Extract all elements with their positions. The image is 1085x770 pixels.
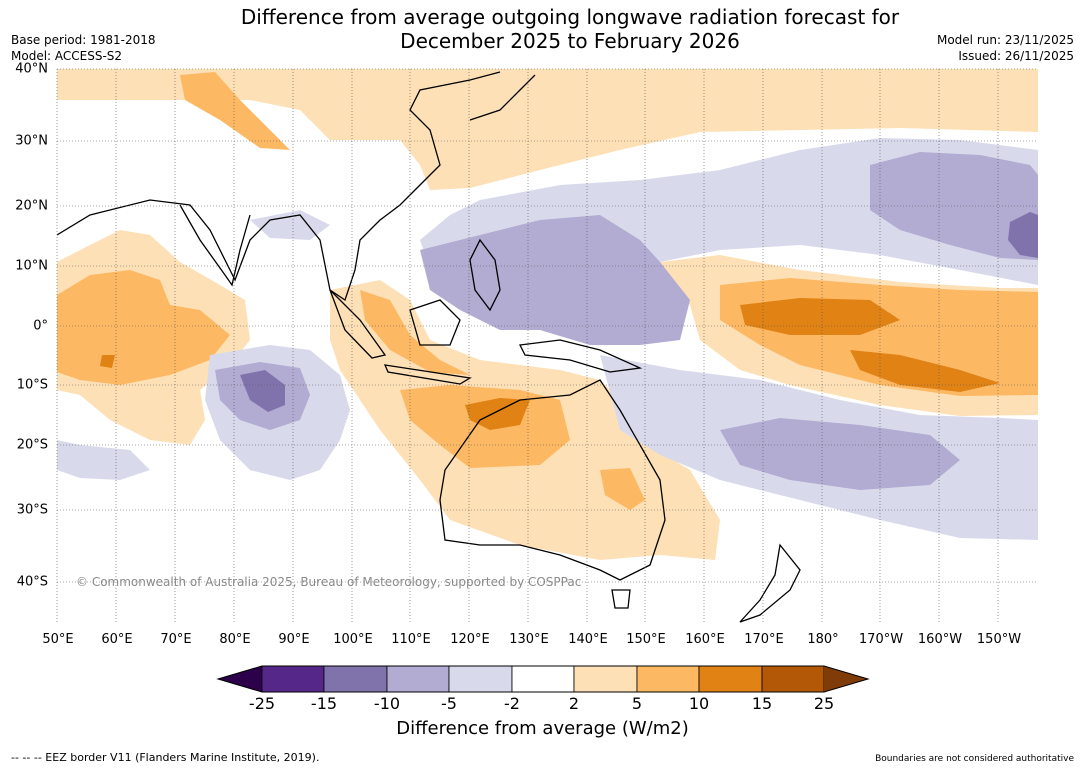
x-tick-label: 140°E [568,632,608,647]
colorbar-tick-label: -5 [441,694,457,713]
x-tick-label: 100°E [333,632,373,647]
coast-sumatra [329,289,387,359]
strong-positive-pacific-south [850,350,1000,392]
colorbar-outline [216,665,870,693]
negative-anomaly-far-south-indian [57,440,150,480]
x-tick-label: 120°E [450,632,490,647]
y-tick-label: 0° [33,318,48,334]
x-tick-label: 160°W [917,632,963,647]
x-tick-label: 130°E [509,632,549,647]
coastlines [57,71,801,623]
title-line-1: Difference from average outgoing longwav… [240,5,900,29]
gridlines [56,68,1038,624]
coast-borneo [409,299,461,346]
y-tick-label: 20°S [16,437,48,453]
x-tick-label: 60°E [101,632,133,647]
coast-philippines [469,238,501,312]
y-tick-label: 40°N [15,61,48,77]
anomaly-field [57,69,1038,624]
colorbar-tick-label: 2 [568,694,580,713]
colorbar-tick-label: -25 [248,694,276,713]
positive-anomaly-north [57,69,1038,190]
colorbar-segment [698,665,763,693]
moderate-positive-indian [57,270,230,385]
x-tick-label: 90°E [278,632,310,647]
x-tick-label: 170°W [858,632,904,647]
colorbar-tick-label: 25 [813,694,835,713]
colorbar-tick-label: -2 [504,694,520,713]
eez-border-note: -- -- -- EEZ border V11 (Flanders Marine… [11,751,320,764]
y-tick-label: 20°N [15,198,48,214]
coast-asia-mainland [57,71,501,302]
moderate-positive-indonesia [360,290,470,375]
negative-anomaly-bay-of-bengal [250,210,330,240]
coast-new-guinea [519,339,643,373]
colorbar-extend-high [824,666,868,692]
colorbar-tick-label: -15 [310,694,338,713]
x-tick-label: 180° [807,632,839,647]
strong-negative-south-indian [240,370,285,412]
x-tick-label: 50°E [42,632,74,647]
colorbar-extend-low [218,666,262,692]
strong-positive-australia [465,398,530,430]
colorbar-segment [573,665,638,693]
copyright-notice: © Commonwealth of Australia 2025, Bureau… [76,575,582,589]
colorbar-segment [636,665,700,693]
model-run: Model run: 23/11/2025 [936,33,1074,47]
x-tick-label: 150°W [976,632,1022,647]
x-tick-label: 160°E [685,632,725,647]
x-tick-label: 110°E [391,632,431,647]
coast-australia [439,379,666,581]
colorbar-segment [386,665,450,693]
strong-negative-north-pacific [1008,212,1038,258]
coast-new-zealand [739,543,801,623]
x-tick-label: 170°E [744,632,784,647]
boundaries-disclaimer: Boundaries are not considered authoritat… [875,754,1074,764]
colorbar-title: Difference from average (W/m2) [396,718,689,739]
y-tick-label: 40°S [16,574,48,590]
strong-positive-indian [100,355,115,368]
x-tick-label: 80°E [219,632,251,647]
colorbar-segment [761,665,825,693]
y-tick-label: 10°N [15,258,48,274]
colorbar-segment [511,665,575,693]
moderate-positive-himalaya [180,72,290,150]
x-tick-label: 150°E [626,632,666,647]
colorbar-tick-label: -10 [373,694,401,713]
colorbar [216,665,870,693]
y-tick-label: 30°S [16,502,48,518]
meta-right: Model run: 23/11/2025 Issued: 26/11/2025 [937,32,1074,64]
moderate-negative-south-pacific [720,418,960,490]
colorbar-tick-label: 10 [688,694,710,713]
x-tick-label: 70°E [160,632,192,647]
meta-left: Base period: 1981-2018 Model: ACCESS-S2 [11,32,156,64]
issued-date: Issued: 26/11/2025 [958,49,1074,63]
y-tick-label: 10°S [16,377,48,393]
coast-japan-korea [469,74,536,121]
colorbar-tick-label: 15 [751,694,773,713]
base-period: Base period: 1981-2018 [11,33,156,47]
moderate-positive-queensland [600,468,645,510]
coast-tasmania [611,589,631,609]
coast-india [179,204,251,287]
title-line-2: December 2025 to February 2026 [400,29,740,53]
colorbar-segment [323,665,388,693]
colorbar-tick-label: 5 [631,694,643,713]
moderate-negative-philippines [420,215,690,345]
coast-java [383,364,472,385]
colorbar-segment [261,665,325,693]
model-name: Model: ACCESS-S2 [11,49,123,63]
map-title: Difference from average outgoing longwav… [0,5,1085,53]
colorbar-segment [448,665,513,693]
y-tick-label: 30°N [15,133,48,149]
